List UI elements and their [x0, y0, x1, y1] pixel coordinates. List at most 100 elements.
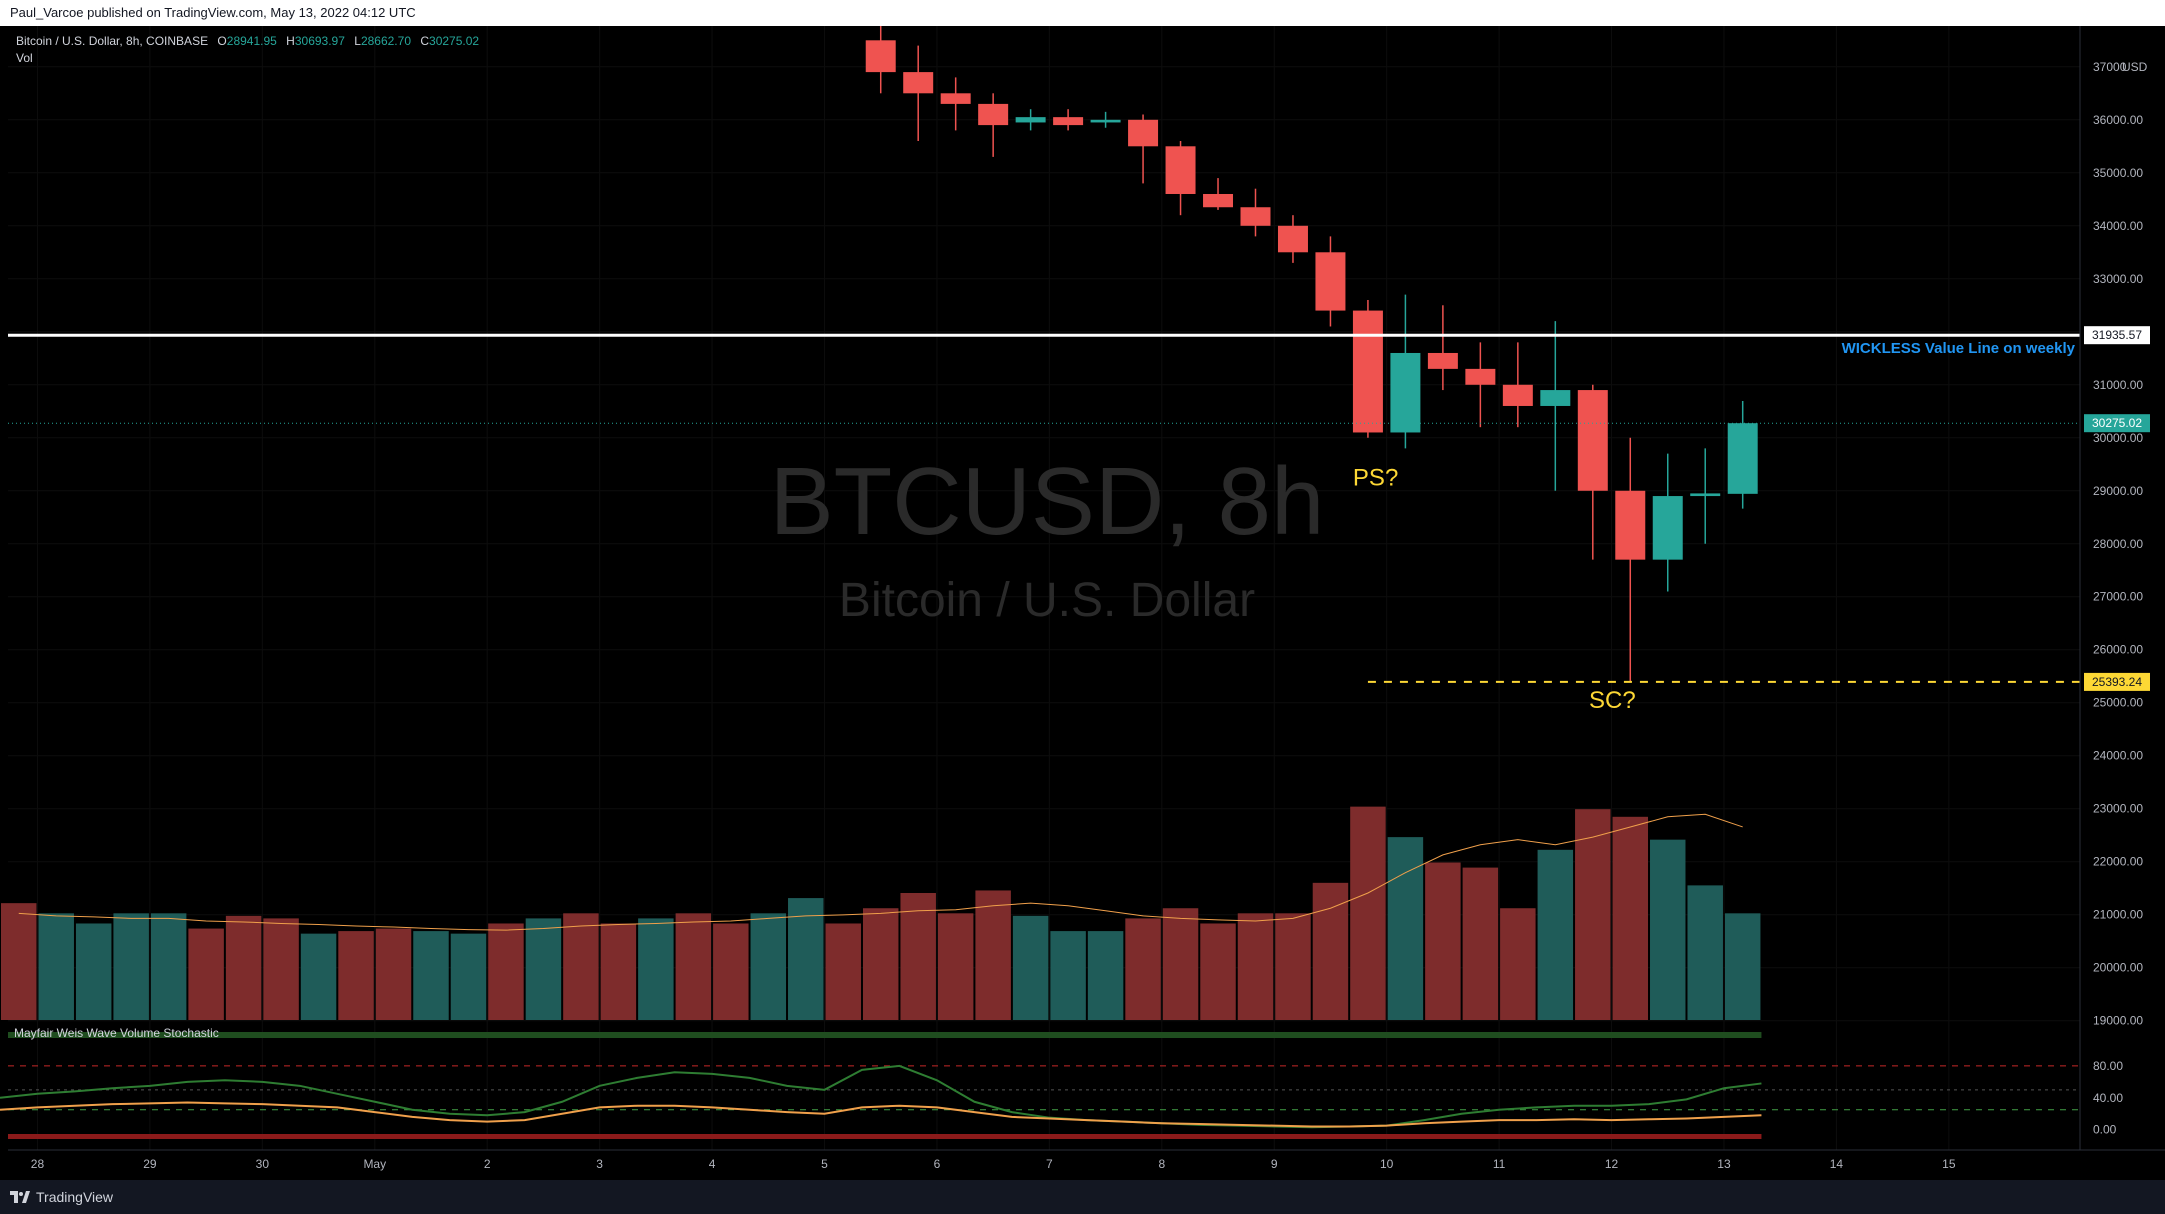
volume-bar: [1724, 913, 1761, 1020]
price-tick-label: 36000.00: [2093, 113, 2143, 127]
time-tick-label: May: [363, 1157, 386, 1171]
volume-bar: [488, 923, 524, 1020]
volume-bar: [1050, 931, 1086, 1020]
time-tick-label: 30: [256, 1157, 270, 1171]
volume-bar: [1087, 931, 1124, 1020]
osc-green-line: [0, 1064, 1762, 1129]
time-tick-label: 4: [709, 1157, 716, 1171]
candle-body: [1352, 310, 1383, 433]
watermark: BTCUSD, 8h Bitcoin / U.S. Dollar: [770, 448, 1325, 627]
time-tick-label: 6: [934, 1157, 941, 1171]
candle-body: [865, 40, 896, 73]
volume-bar: [1387, 837, 1424, 1020]
volume-bar: [1200, 923, 1236, 1020]
candle-body: [1652, 496, 1683, 560]
volume-bar: [1537, 849, 1574, 1020]
watermark-subtitle: Bitcoin / U.S. Dollar: [839, 574, 1255, 627]
volume-bar: [1312, 882, 1349, 1020]
volume-bar: [750, 913, 787, 1020]
volume-bar: [263, 918, 299, 1020]
time-tick-label: 10: [1380, 1157, 1394, 1171]
candle-body: [1540, 390, 1571, 406]
candles: [865, 26, 1758, 682]
candle-body: [1128, 119, 1159, 147]
volume-bar: [713, 923, 749, 1020]
candle-body: [1053, 117, 1084, 126]
candle-body: [940, 93, 971, 104]
volume-bar: [188, 928, 224, 1020]
publisher-bar: Paul_Varcoe published on TradingView.com…: [0, 0, 2165, 26]
time-tick-label: 29: [143, 1157, 157, 1171]
price-tick-label: 30000.00: [2093, 431, 2143, 445]
volume-bar: [1350, 806, 1386, 1020]
volume-bar: [1462, 867, 1499, 1020]
volume-bar: [1275, 913, 1311, 1020]
volume-bar: [1500, 908, 1536, 1020]
annotation-label: PS?: [1353, 464, 1398, 491]
candle-body: [1615, 490, 1646, 560]
volume-bar: [338, 931, 374, 1020]
volume-bar: [1237, 913, 1274, 1020]
volume-bar: [1, 903, 37, 1020]
value-line-badge-bg: [2084, 326, 2150, 345]
volume-bar: [937, 913, 974, 1020]
time-axis: 28 29 30 May 2 3 4 5 6 7 8 9 10 11 12 13 14 15: [8, 1149, 2165, 1171]
candle-body: [1502, 384, 1533, 406]
osc-bottom-band: [8, 1134, 1762, 1139]
volume-bar: [975, 890, 1011, 1020]
volume-bar: [862, 908, 899, 1020]
low-line-badge-bg: [2084, 672, 2150, 691]
annotation-label: SC?: [1589, 687, 1636, 714]
price-tick-label: 22000.00: [2093, 855, 2143, 869]
footer-bar: TradingView: [0, 1180, 2165, 1214]
osc-top-band: [8, 1032, 1762, 1038]
candle-body: [1203, 193, 1234, 208]
volume-bar: [1125, 918, 1161, 1020]
price-tick-label: 37000: [2093, 60, 2127, 74]
osc-tick-label: 80.00: [2093, 1059, 2123, 1073]
volume-bar: [450, 933, 487, 1020]
candle-body: [903, 72, 934, 94]
volume-bar: [300, 933, 337, 1020]
time-tick-label: 14: [1830, 1157, 1844, 1171]
volume-bar: [900, 893, 936, 1020]
time-tick-label: 7: [1046, 1157, 1053, 1171]
candle-body: [1727, 423, 1758, 494]
candle-body: [1015, 117, 1046, 123]
volume-bar: [1687, 885, 1723, 1020]
oscillator-title: Mayfair Weis Wave Volume Stochastic: [14, 1026, 219, 1040]
volume-bar: [1012, 915, 1049, 1020]
candle-body: [1390, 352, 1421, 433]
volume-bar: [1650, 839, 1686, 1020]
volume-bar: [1612, 816, 1649, 1020]
volume-title: Vol: [16, 51, 33, 65]
current-price-badge: 30275.02: [2092, 416, 2142, 430]
volume-bar: [75, 923, 112, 1020]
volume-bar: [525, 918, 562, 1020]
price-tick-label: 24000.00: [2093, 749, 2143, 763]
svg-text:Bitcoin / U.S. Dollar, 8h, COI: Bitcoin / U.S. Dollar, 8h, COINBASE O289…: [16, 34, 479, 48]
annotations: PS? SC?: [1353, 464, 1636, 714]
volume-bar: [113, 913, 149, 1020]
candle-body: [1577, 390, 1608, 491]
time-tick-label: 2: [484, 1157, 491, 1171]
oscillator-pane: [0, 1032, 2080, 1139]
volume-bar: [413, 931, 449, 1020]
candle-body: [1315, 252, 1346, 311]
price-tick-label: 33000.00: [2093, 272, 2143, 286]
price-chart[interactable]: WICKLESS Value Line on weekly BTCUSD, 8h…: [0, 26, 2165, 1180]
candle-body: [1465, 368, 1496, 385]
candle-body: [1240, 207, 1271, 226]
price-tick-label: 29000.00: [2093, 484, 2143, 498]
time-tick-label: 28: [31, 1157, 45, 1171]
time-tick-label: 15: [1942, 1157, 1956, 1171]
volume-bar: [600, 923, 637, 1020]
volume-bar: [563, 913, 599, 1020]
price-axis: 19000.00 20000.00 21000.00 22000.00 23000.00…: [2079, 26, 2150, 1150]
osc-orange-line: [0, 1101, 1762, 1128]
volume-bar: [825, 923, 861, 1020]
candle-body: [1690, 493, 1721, 497]
time-tick-label: 11: [1493, 1157, 1506, 1171]
volume-bar: [638, 918, 674, 1020]
tradingview-logo[interactable]: TradingView: [10, 1180, 113, 1214]
